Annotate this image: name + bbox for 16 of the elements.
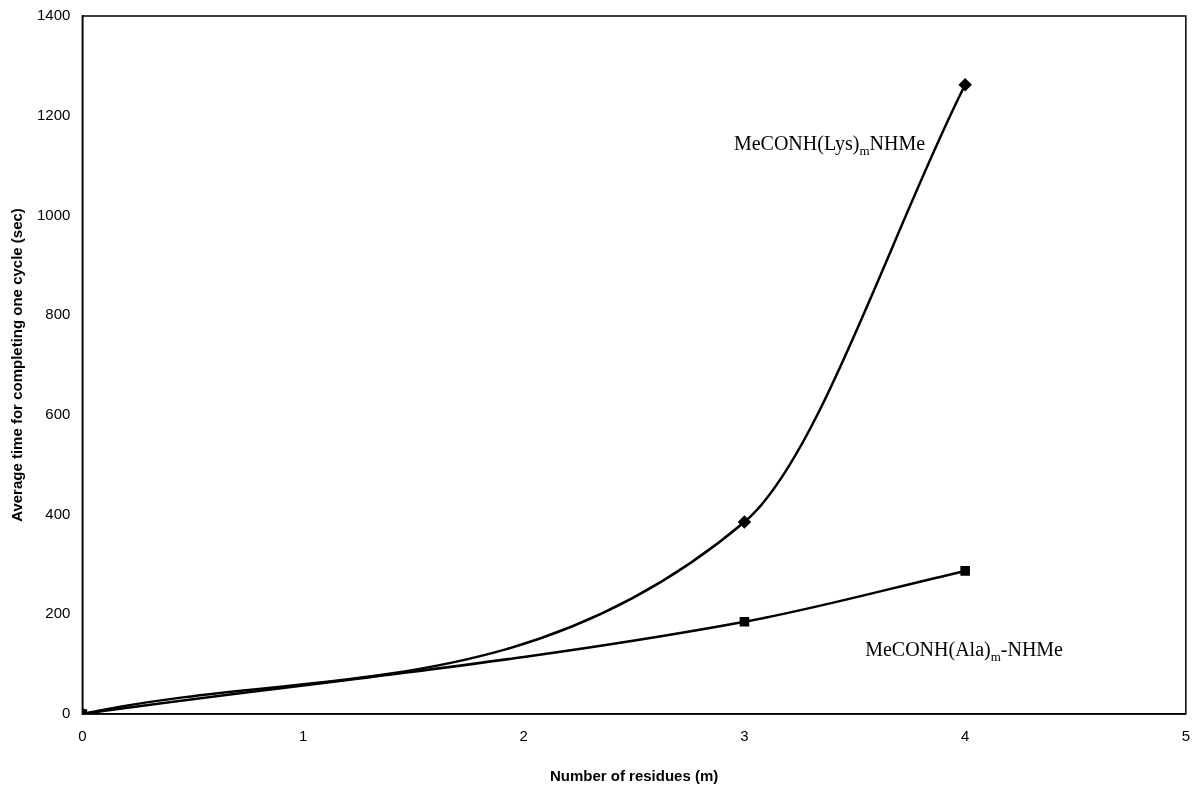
y-axis-title: Average time for completing one cycle (sec) bbox=[8, 208, 26, 522]
y-tick-label: 200 bbox=[45, 604, 71, 622]
y-tick-label: 1200 bbox=[36, 105, 71, 123]
y-tick-label: 400 bbox=[45, 504, 71, 522]
x-tick-label: 0 bbox=[78, 727, 87, 745]
x-tick-label: 1 bbox=[298, 727, 308, 745]
x-tick-label: 3 bbox=[740, 727, 749, 745]
y-tick-label: 1400 bbox=[36, 6, 71, 24]
x-tick-label: 2 bbox=[519, 727, 528, 745]
y-tick-label: 800 bbox=[45, 305, 71, 323]
y-tick-label: 1000 bbox=[36, 205, 71, 223]
x-tick-label: 4 bbox=[960, 727, 970, 745]
y-tick-label: 600 bbox=[45, 405, 71, 422]
x-tick-label: 5 bbox=[1181, 727, 1190, 745]
y-tick-label: 0 bbox=[62, 704, 71, 722]
x-axis-title: Number of residues (m) bbox=[549, 767, 719, 785]
